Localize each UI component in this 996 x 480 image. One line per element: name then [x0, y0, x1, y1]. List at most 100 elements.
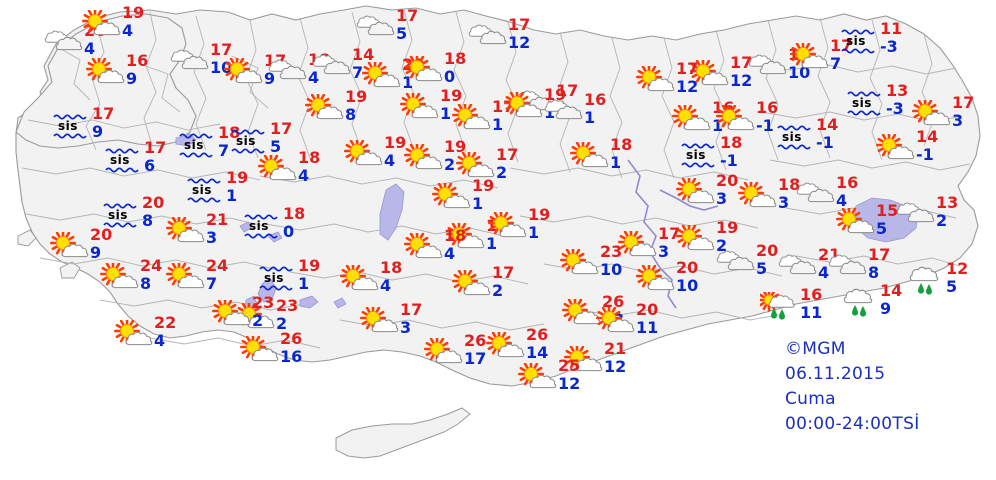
sun-behind-cloud-icon — [403, 142, 448, 174]
min-temperature: 5 — [396, 24, 408, 43]
sun-behind-cloud-icon — [211, 298, 256, 330]
min-temperature: 10 — [676, 276, 699, 295]
max-temperature: 17 — [556, 81, 579, 100]
fog-sis-icon: sis — [104, 145, 150, 177]
min-temperature: 3 — [658, 242, 670, 261]
cloud-icon — [170, 47, 214, 77]
min-temperature: 4 — [84, 39, 96, 58]
max-temperature: 11 — [880, 19, 903, 38]
min-temperature: 14 — [526, 343, 549, 362]
cloud-icon — [828, 252, 872, 282]
max-temperature: 17 — [270, 119, 293, 138]
rain-cloud-icon — [906, 266, 950, 296]
max-temperature: 26 — [464, 331, 487, 350]
min-temperature: 1 — [226, 186, 238, 205]
min-temperature: 3 — [400, 318, 412, 337]
max-temperature: 19 — [226, 168, 249, 187]
sun-behind-cloud-icon — [223, 56, 268, 88]
max-temperature: 17 — [952, 93, 975, 112]
sun-behind-cloud-icon — [49, 230, 94, 262]
max-temperature: 17 — [676, 59, 699, 78]
fog-label: sis — [58, 119, 78, 133]
max-temperature: 17 — [508, 15, 531, 34]
max-temperature: 23 — [600, 242, 623, 261]
sun-behind-cloud-icon — [359, 305, 404, 337]
map-legend: ©MGM 06.11.2015 Cuma 00:00-24:00TSİ — [785, 337, 920, 437]
min-temperature: -3 — [886, 99, 904, 118]
min-temperature: 5 — [756, 259, 768, 278]
min-temperature: 1 — [472, 194, 484, 213]
max-temperature: 14 — [880, 281, 903, 300]
max-temperature: 19 — [544, 85, 567, 104]
max-temperature: 17 — [210, 40, 233, 59]
min-temperature: 8 — [345, 105, 357, 124]
max-temperature: 16 — [126, 51, 149, 70]
fog-label: sis — [686, 148, 706, 162]
max-temperature: 15 — [876, 201, 899, 220]
sun-behind-cloud-icon — [423, 336, 468, 368]
max-temperature: 25 — [558, 356, 581, 375]
max-temperature: 13 — [886, 81, 909, 100]
max-temperature: 17 — [730, 53, 753, 72]
cloud-icon — [796, 180, 840, 210]
max-temperature: 14 — [916, 127, 939, 146]
max-temperature: 18 — [218, 123, 241, 142]
sun-behind-cloud-icon — [403, 54, 448, 86]
min-temperature: 7 — [206, 274, 218, 293]
cloud-icon — [716, 248, 760, 278]
max-temperature: 16 — [756, 98, 779, 117]
sun-behind-cloud-icon — [339, 263, 384, 295]
sun-behind-cloud-icon — [239, 334, 284, 366]
sun-behind-cloud-icon — [715, 103, 760, 135]
sun-behind-cloud-icon — [399, 91, 444, 123]
min-temperature: 5 — [270, 137, 282, 156]
max-temperature: 13 — [936, 193, 959, 212]
max-temperature: 18 — [444, 49, 467, 68]
fog-sis-icon: sis — [846, 88, 892, 120]
min-temperature: 3 — [716, 189, 728, 208]
max-temperature: 18 — [380, 258, 403, 277]
max-temperature: 17 — [400, 300, 423, 319]
cloud-icon — [356, 13, 400, 43]
sun-behind-cloud-icon — [635, 64, 680, 96]
max-temperature: 26 — [526, 325, 549, 344]
cloud-icon — [44, 28, 88, 58]
min-temperature: 4 — [154, 331, 166, 350]
sun-behind-cloud-icon — [445, 221, 490, 253]
max-temperature: 18 — [720, 133, 743, 152]
fog-sis-icon: sis — [52, 111, 98, 143]
fog-label: sis — [264, 271, 284, 285]
max-temperature: 24 — [206, 256, 229, 275]
max-temperature: 21 — [604, 339, 627, 358]
max-temperature: 20 — [142, 193, 165, 212]
min-temperature: 1 — [528, 223, 540, 242]
min-temperature: 1 — [486, 234, 498, 253]
sun-behind-cloud-icon — [503, 90, 548, 122]
cloud-icon — [896, 200, 940, 230]
min-temperature: 7 — [218, 141, 230, 160]
min-temperature: 3 — [206, 228, 218, 247]
max-temperature: 20 — [676, 258, 699, 277]
min-temperature: 12 — [676, 77, 699, 96]
sun-behind-cloud-icon — [911, 98, 956, 130]
min-temperature: 2 — [936, 211, 948, 230]
sun-rain-cloud-icon — [757, 288, 804, 322]
max-temperature: 19 — [444, 137, 467, 156]
fog-sis-icon: sis — [186, 175, 232, 207]
min-temperature: 12 — [558, 374, 581, 393]
legend-day: Cuma — [785, 389, 836, 409]
fog-label: sis — [782, 130, 802, 144]
min-temperature: 1 — [712, 116, 724, 135]
sun-behind-cloud-icon — [835, 206, 880, 238]
min-temperature: 1 — [544, 103, 556, 122]
min-temperature: 11 — [636, 318, 659, 337]
min-temperature: 9 — [880, 299, 892, 318]
min-temperature: 12 — [508, 33, 531, 52]
fog-label: sis — [110, 153, 130, 167]
min-temperature: 7 — [352, 63, 364, 82]
sun-behind-cloud-icon — [675, 176, 720, 208]
sun-behind-cloud-icon — [561, 297, 606, 329]
sun-behind-cloud-icon — [431, 181, 476, 213]
max-temperature: 18 — [444, 226, 467, 245]
